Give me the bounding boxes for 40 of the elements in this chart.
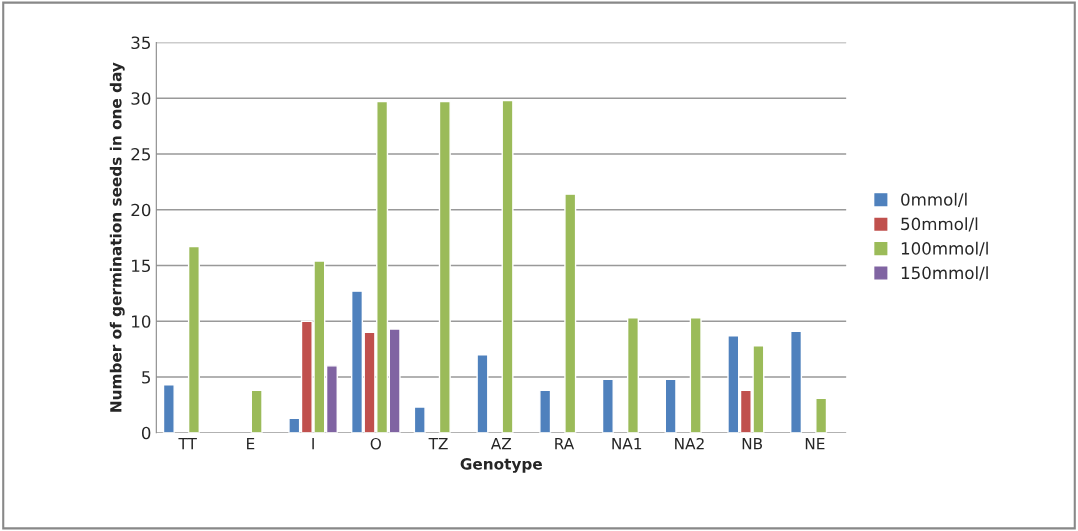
bar bbox=[187, 245, 200, 433]
bar bbox=[626, 317, 640, 433]
x-tick-label: AZ bbox=[490, 438, 512, 450]
x-tick-label: TT bbox=[178, 438, 197, 450]
legend-label: 0mmol/l bbox=[901, 192, 967, 208]
bar bbox=[601, 378, 614, 433]
x-tick-label: NE bbox=[805, 438, 825, 450]
bar bbox=[438, 100, 451, 433]
bar bbox=[413, 406, 426, 433]
bar bbox=[815, 397, 828, 433]
bar bbox=[790, 330, 803, 433]
x-axis-title: Genotype bbox=[460, 458, 542, 473]
y-tick-label: 20 bbox=[131, 203, 151, 217]
x-tick-label: RA bbox=[555, 438, 575, 450]
x-tick-label: NB bbox=[742, 438, 763, 450]
bar bbox=[689, 317, 702, 433]
bar bbox=[539, 389, 552, 433]
x-tick-label: TZ bbox=[428, 438, 448, 450]
legend-label: 50mmol/l bbox=[901, 217, 978, 232]
y-tick-label: 25 bbox=[131, 147, 150, 161]
y-axis-title: Number of germination seeds in one day bbox=[109, 62, 125, 412]
bar bbox=[564, 193, 577, 433]
x-tick-label: I bbox=[312, 438, 314, 450]
legend-label: 150mmol/l bbox=[901, 266, 988, 281]
y-tick-label: 0 bbox=[141, 426, 151, 440]
bar bbox=[476, 354, 489, 433]
y-tick-label: 5 bbox=[142, 371, 150, 384]
bar bbox=[162, 384, 175, 433]
y-tick-label: 15 bbox=[132, 259, 150, 273]
bar bbox=[664, 378, 677, 433]
bar bbox=[250, 389, 263, 433]
y-tick-label: 30 bbox=[131, 92, 151, 105]
y-tick-label: 10 bbox=[132, 315, 151, 328]
x-tick-label: E bbox=[247, 438, 255, 450]
x-tick-label: NA2 bbox=[675, 437, 704, 450]
legend-label: 100mmol/l bbox=[901, 241, 988, 256]
x-tick-label: NA1 bbox=[612, 438, 642, 450]
y-tick-label: 35 bbox=[131, 36, 150, 50]
bar bbox=[501, 99, 514, 433]
x-tick-label: O bbox=[370, 437, 381, 450]
